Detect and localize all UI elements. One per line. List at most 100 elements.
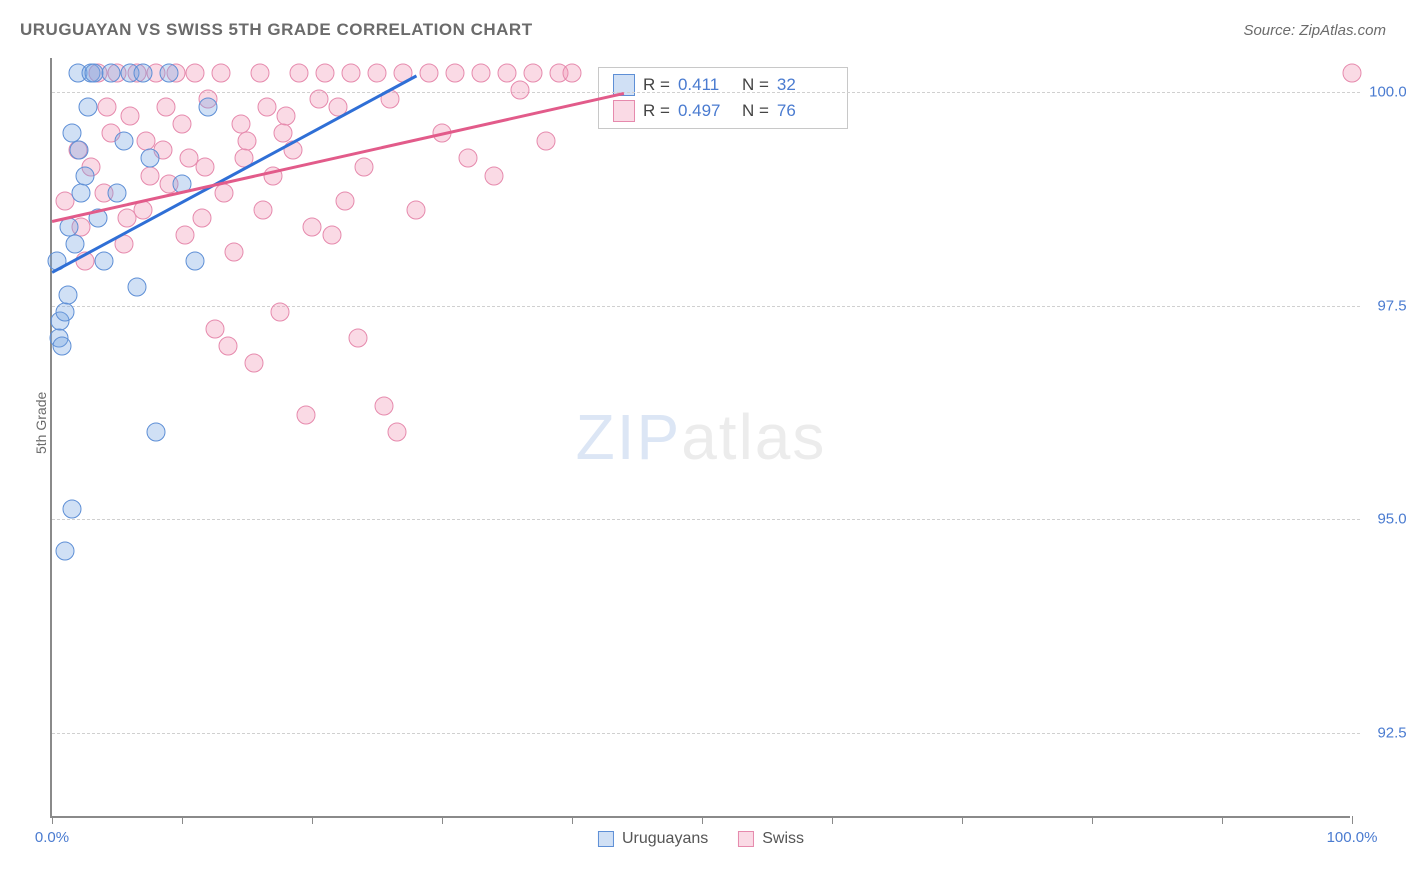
scatter-point-swiss (374, 397, 393, 416)
scatter-point-swiss (251, 64, 270, 83)
x-tick (1352, 816, 1353, 824)
scatter-point-swiss (121, 106, 140, 125)
swatch-swiss (613, 100, 635, 122)
scatter-point-uruguayans (134, 64, 153, 83)
scatter-point-uruguayans (66, 234, 85, 253)
x-tick (702, 816, 703, 824)
scatter-point-swiss (186, 64, 205, 83)
scatter-point-swiss (355, 158, 374, 177)
r-label: R = (643, 101, 670, 121)
correlation-stats-box: R =0.411N =32R =0.497N =76 (598, 67, 848, 129)
scatter-point-swiss (140, 166, 159, 185)
legend-label: Swiss (762, 830, 804, 848)
y-axis-title: 5th Grade (33, 392, 49, 454)
n-value: 76 (777, 101, 833, 121)
legend-label: Uruguayans (622, 830, 708, 848)
scatter-point-uruguayans (140, 149, 159, 168)
y-tick-label: 92.5% (1360, 724, 1406, 741)
scatter-point-swiss (303, 217, 322, 236)
scatter-point-uruguayans (199, 98, 218, 117)
scatter-point-uruguayans (95, 251, 114, 270)
scatter-point-uruguayans (53, 337, 72, 356)
scatter-point-uruguayans (101, 64, 120, 83)
n-label: N = (742, 101, 769, 121)
scatter-point-swiss (290, 64, 309, 83)
scatter-point-swiss (342, 64, 361, 83)
legend-item-swiss: Swiss (738, 830, 804, 848)
scatter-point-swiss (368, 64, 387, 83)
scatter-point-swiss (459, 149, 478, 168)
scatter-point-swiss (253, 200, 272, 219)
watermark-light: atlas (681, 401, 826, 473)
scatter-point-swiss (214, 183, 233, 202)
scatter-point-uruguayans (58, 286, 77, 305)
scatter-point-swiss (446, 64, 465, 83)
scatter-point-swiss (244, 354, 263, 373)
scatter-point-uruguayans (70, 140, 89, 159)
scatter-point-uruguayans (160, 64, 179, 83)
scatter-point-swiss (118, 209, 137, 228)
scatter-point-swiss (136, 132, 155, 151)
scatter-point-swiss (196, 158, 215, 177)
plot-area: ZIPatlas R =0.411N =32R =0.497N =76 Urug… (50, 58, 1350, 818)
scatter-point-uruguayans (186, 251, 205, 270)
scatter-point-swiss (348, 328, 367, 347)
scatter-point-uruguayans (108, 183, 127, 202)
scatter-point-swiss (420, 64, 439, 83)
scatter-point-uruguayans (56, 303, 75, 322)
x-tick (832, 816, 833, 824)
scatter-point-swiss (472, 64, 491, 83)
watermark: ZIPatlas (576, 400, 827, 474)
y-tick-label: 97.5% (1360, 297, 1406, 314)
scatter-point-swiss (274, 123, 293, 142)
scatter-point-swiss (407, 200, 426, 219)
scatter-point-uruguayans (114, 132, 133, 151)
scatter-point-swiss (1343, 64, 1362, 83)
legend-item-uruguayans: Uruguayans (598, 830, 708, 848)
bottom-legend: Uruguayans Swiss (598, 830, 804, 848)
scatter-point-swiss (238, 132, 257, 151)
scatter-point-swiss (97, 98, 116, 117)
scatter-point-swiss (212, 64, 231, 83)
scatter-point-swiss (524, 64, 543, 83)
scatter-point-swiss (205, 320, 224, 339)
scatter-point-swiss (498, 64, 517, 83)
x-tick-label: 0.0% (35, 829, 69, 846)
gridline (52, 519, 1360, 520)
stats-row-uruguayans: R =0.411N =32 (599, 72, 847, 98)
scatter-point-swiss (563, 64, 582, 83)
x-tick (312, 816, 313, 824)
watermark-bold: ZIP (576, 401, 682, 473)
y-tick-label: 100.0% (1360, 84, 1406, 101)
scatter-point-uruguayans (62, 499, 81, 518)
gridline (52, 306, 1360, 307)
scatter-point-swiss (175, 226, 194, 245)
scatter-point-swiss (257, 98, 276, 117)
scatter-point-swiss (225, 243, 244, 262)
scatter-point-swiss (485, 166, 504, 185)
scatter-point-swiss (277, 106, 296, 125)
legend-swatch-swiss (738, 831, 754, 847)
x-tick (442, 816, 443, 824)
scatter-point-swiss (335, 192, 354, 211)
scatter-point-swiss (173, 115, 192, 134)
scatter-point-uruguayans (79, 98, 98, 117)
scatter-point-swiss (537, 132, 556, 151)
gridline (52, 733, 1360, 734)
x-tick (52, 816, 53, 824)
scatter-point-swiss (231, 115, 250, 134)
x-tick-label: 100.0% (1327, 829, 1378, 846)
chart-title: URUGUAYAN VS SWISS 5TH GRADE CORRELATION… (20, 20, 533, 40)
scatter-point-uruguayans (127, 277, 146, 296)
scatter-point-uruguayans (71, 183, 90, 202)
scatter-point-uruguayans (56, 542, 75, 561)
stats-row-swiss: R =0.497N =76 (599, 98, 847, 124)
scatter-point-swiss (322, 226, 341, 245)
scatter-point-swiss (309, 89, 328, 108)
scatter-point-swiss (387, 422, 406, 441)
scatter-point-swiss (296, 405, 315, 424)
scatter-point-swiss (157, 98, 176, 117)
scatter-point-uruguayans (75, 166, 94, 185)
x-tick (962, 816, 963, 824)
chart-source: Source: ZipAtlas.com (1243, 22, 1386, 39)
